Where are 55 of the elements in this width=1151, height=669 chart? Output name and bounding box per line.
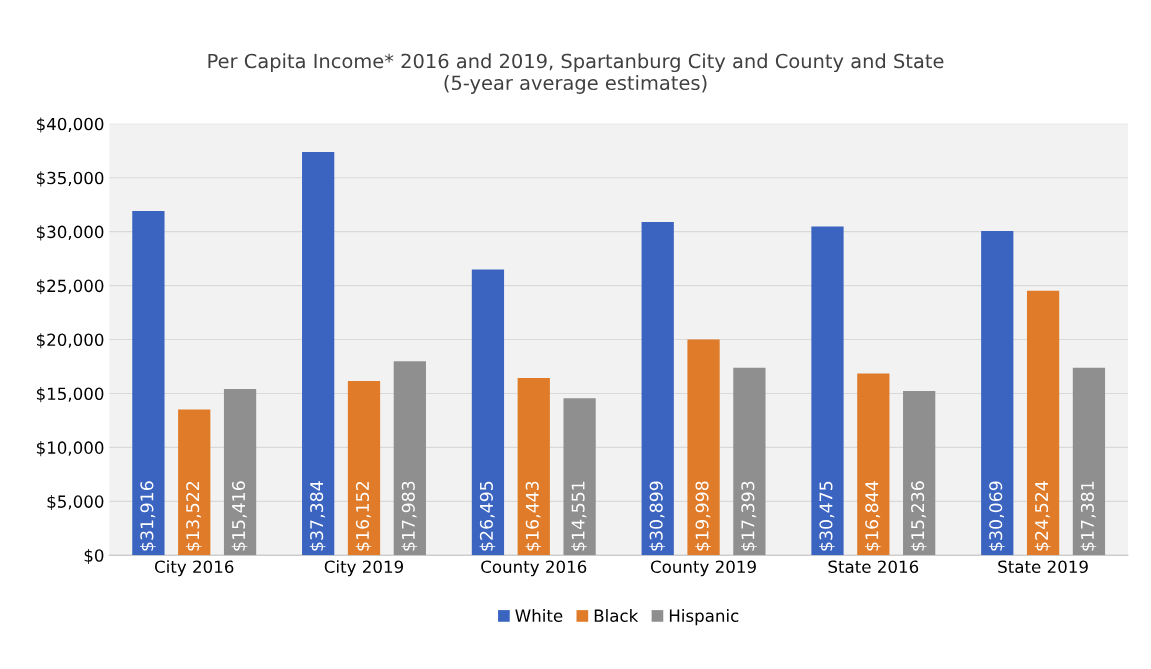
bar [1072,367,1106,556]
data-label: $19,998 [695,481,711,551]
data-label: $14,551 [571,481,587,551]
bar [903,390,936,556]
bar [981,230,1014,556]
y-tick-label: $15,000 [36,387,104,403]
bar [223,388,257,556]
data-label: $16,152 [355,481,372,551]
y-tick-label: $5,000 [47,495,104,511]
bar [733,367,766,556]
x-tick-label: City 2016 [154,560,234,577]
x-tick-label: State 2019 [998,560,1088,574]
data-label: $17,393 [740,481,757,551]
data-label: $16,844 [864,481,881,551]
data-label: $37,384 [309,481,326,551]
x-tick-label: City 2019 [324,560,404,577]
y-tick-label: $20,000 [36,333,104,349]
y-tick-label: $30,000 [36,225,104,241]
data-label: $30,069 [988,481,1005,551]
data-label: $30,899 [649,481,666,551]
bar [178,409,211,556]
bar [471,269,505,556]
data-label: $26,495 [479,481,496,551]
x-tick-label: County 2016 [481,560,587,577]
data-label: $17,381 [1080,481,1097,551]
bar [563,398,596,556]
data-label: $15,416 [231,481,248,551]
data-label: $15,236 [910,481,927,551]
bar [1026,290,1060,556]
bar [641,221,674,556]
legend-label: White [515,609,563,623]
bar [517,377,550,556]
data-label: $30,475 [819,481,835,551]
data-label: $17,983 [401,481,418,551]
data-label: $13,522 [185,481,202,551]
y-tick-label: $0 [84,548,104,565]
legend-label: Black [594,609,639,623]
data-label: $24,524 [1034,481,1051,551]
chart-title: Per Capita Income* 2016 and 2019, Spartanburg City and County and State (5-year average estimates) [208,53,944,94]
data-label: $31,916 [139,481,156,551]
y-tick-label: $25,000 [36,279,104,295]
bar [347,381,381,556]
bar [302,151,335,556]
data-label: $16,443 [525,481,542,551]
bar [857,373,890,556]
x-tick-label: State 2016 [828,560,919,574]
bar [132,210,165,556]
bar [687,339,720,556]
y-tick-label: $35,000 [36,171,104,187]
y-tick-label: $10,000 [36,441,104,457]
legend-label: Hispanic [669,609,739,626]
bar [811,226,844,556]
x-tick-label: County 2019 [650,560,756,577]
bar [393,361,426,556]
y-tick-label: $40,000 [36,117,104,133]
